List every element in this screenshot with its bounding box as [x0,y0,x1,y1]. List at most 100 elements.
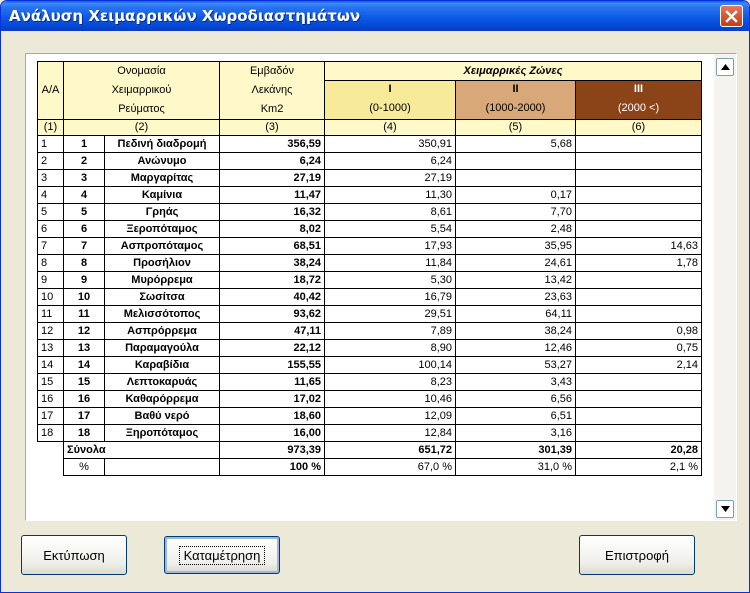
cell-zone-2: 5,68 [455,135,576,153]
header-name-line-3: Ρεύματος [118,103,165,115]
cell-number: 12 [63,322,105,340]
cell-aa: 7 [37,237,64,255]
table-row: 12 12 Ασπρόρρεμα 47,11 7,89 38,24 0,98 [37,322,702,340]
cell-zone-2: 3,16 [455,424,576,442]
cell-zone-2 [455,152,576,170]
cell-name: Πεδινή διαδρομή [104,135,220,153]
cell-area: 93,62 [219,305,325,323]
cell-zone-3 [575,373,702,391]
cell-aa: 6 [37,220,64,238]
cell-area: 11,47 [219,186,325,204]
vertical-scrollbar[interactable] [714,54,736,520]
cell-name: Καθαρόρρεμα [104,390,220,408]
header-area-line-1: Εμβαδόν [249,65,295,77]
cell-zone-2: 38,24 [455,322,576,340]
cell-aa: 5 [37,203,64,221]
cell-aa: 16 [37,390,64,408]
count-button[interactable]: Καταμέτρηση [164,536,280,574]
table-row: 3 3 Μαργαρίτας 27,19 27,19 [37,169,702,187]
cell-zone-2: 7,70 [455,203,576,221]
totals-zone-3: 20,28 [575,441,702,459]
cell-aa: 1 [37,135,64,153]
print-button[interactable]: Εκτύπωση [21,535,127,575]
percent-label: % [63,458,105,476]
cell-area: 27,19 [219,169,325,187]
cell-zone-1: 11,84 [324,254,456,272]
cell-zone-2: 13,42 [455,271,576,289]
cell-name: Ασπρόρρεμα [104,322,220,340]
header-name: Ονομασία Χειμαρρικού Ρεύματος [63,61,220,120]
cell-zone-3 [575,271,702,289]
cell-zone-3 [575,424,702,442]
cell-name: Καραβίδια [104,356,220,374]
title-bar[interactable]: Ανάλυση Χειμαρρικών Χωροδιαστημάτων [1,1,749,31]
scroll-up-button[interactable] [716,58,734,76]
cell-area: 155,55 [219,356,325,374]
totals-zone-1: 651,72 [324,441,456,459]
totals-label: Σύνολα [63,441,220,459]
cell-name: Καμίνια [104,186,220,204]
table-row: 17 17 Βαθύ νερό 18,60 12,09 6,51 [37,407,702,425]
table-row: 11 11 Μελισσότοπος 93,62 29,51 64,11 [37,305,702,323]
cell-name: Μυρόρρεμα [104,271,220,289]
cell-number: 13 [63,339,105,357]
percent-row: % 100 % 67,0 % 31,0 % 2,1 % [38,458,702,476]
cell-zone-2: 6,51 [455,407,576,425]
cell-area: 68,51 [219,237,325,255]
col-number-5: (5) [455,119,576,136]
cell-zone-3 [575,220,702,238]
col-number-2: (2) [63,119,220,136]
table-panel: Α/Α Ονομασία Χειμαρρικού Ρεύματος Εμβαδό… [25,53,737,521]
cell-zone-2: 2,48 [455,220,576,238]
cell-zone-1: 27,19 [324,169,456,187]
cell-area: 22,12 [219,339,325,357]
cell-area: 18,60 [219,407,325,425]
cell-number: 11 [63,305,105,323]
cell-area: 40,42 [219,288,325,306]
cell-zone-1: 8,23 [324,373,456,391]
table-row: 5 5 Γρηάς 16,32 8,61 7,70 [37,203,702,221]
cell-zone-3 [575,152,702,170]
cell-zone-1: 5,30 [324,271,456,289]
cell-zone-2: 0,17 [455,186,576,204]
cell-aa: 11 [37,305,64,323]
cell-number: 1 [63,135,105,153]
scroll-track[interactable] [716,80,734,498]
header-area-line-3: Km2 [260,103,284,115]
scroll-down-button[interactable] [716,500,734,518]
cell-zone-1: 7,89 [324,322,456,340]
table-row: 8 8 Προσήλιον 38,24 11,84 24,61 1,78 [37,254,702,272]
header-zone-2-range: (1000-2000) [455,97,576,120]
cell-zone-2: 12,46 [455,339,576,357]
cell-zone-1: 5,54 [324,220,456,238]
cell-name: Παραμαγούλα [104,339,220,357]
col-number-4: (4) [324,119,456,136]
cell-area: 38,24 [219,254,325,272]
percent-area: 100 % [219,458,325,476]
cell-number: 5 [63,203,105,221]
cell-number: 16 [63,390,105,408]
close-button[interactable] [720,5,743,27]
back-button[interactable]: Επιστροφή [579,535,695,575]
header-zone-3-roman: III [575,80,702,98]
cell-aa: 14 [37,356,64,374]
cell-zone-2 [455,169,576,187]
cell-area: 11,65 [219,373,325,391]
cell-zone-2: 24,61 [455,254,576,272]
cell-zone-1: 29,51 [324,305,456,323]
cell-number: 4 [63,186,105,204]
table-row: 15 15 Λεπτοκαρυάς 11,65 8,23 3,43 [37,373,702,391]
cell-zone-3: 2,14 [575,356,702,374]
cell-name: Ξηροπόταμος [104,424,220,442]
cell-number: 8 [63,254,105,272]
cell-name: Γρηάς [104,203,220,221]
cell-aa: 18 [37,424,64,442]
cell-zone-3 [575,186,702,204]
cell-number: 10 [63,288,105,306]
cell-name: Σωσίτσα [104,288,220,306]
cell-zone-1: 12,84 [324,424,456,442]
cell-name: Βαθύ νερό [104,407,220,425]
cell-area: 6,24 [219,152,325,170]
cell-area: 47,11 [219,322,325,340]
header-area-line-2: Λεκάνης [251,84,293,96]
